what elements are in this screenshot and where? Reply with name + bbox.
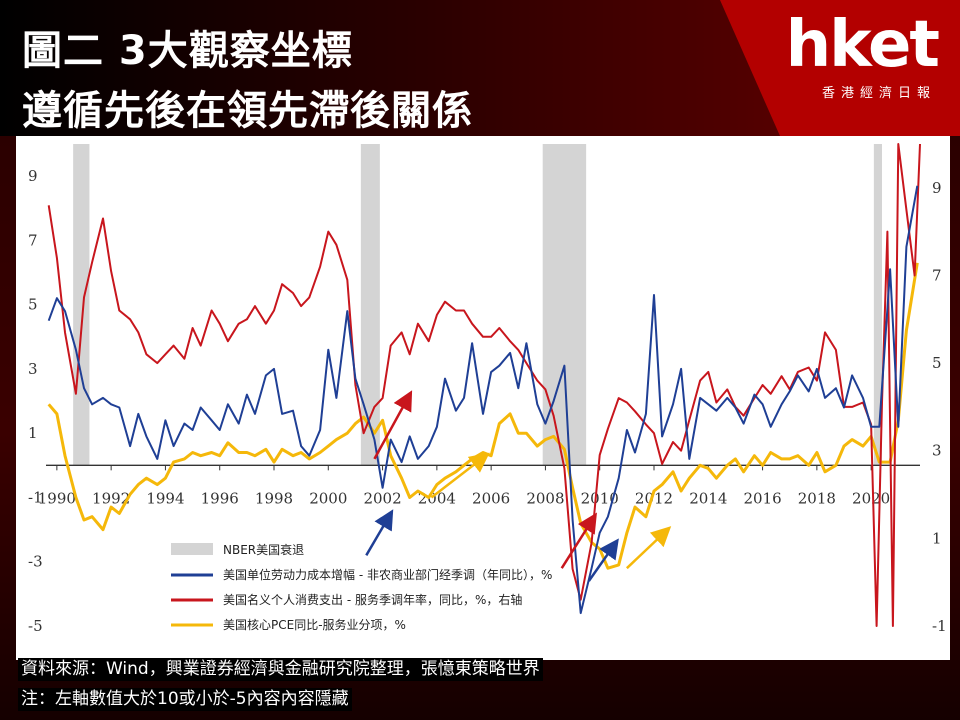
trend-arrow-yellow <box>625 526 672 570</box>
recession-band-3 <box>873 144 882 466</box>
recession-band-2 <box>542 144 587 466</box>
series-line-red <box>47 143 921 627</box>
hket-logo: hket 香港經濟日報 <box>720 0 960 136</box>
left-tick-label: 7 <box>28 231 38 249</box>
trend-arrow-red <box>560 512 597 569</box>
title-line-2: 遵循先後在領先滯後關係 <box>22 88 473 134</box>
x-tick-label: 1990 <box>38 489 76 507</box>
trend-arrow-blue <box>365 509 394 556</box>
right-tick-label: 1 <box>932 529 942 547</box>
left-tick-label: -5 <box>28 617 43 635</box>
x-tick-label: 1996 <box>201 489 239 507</box>
trend-arrow-yellow <box>430 452 490 499</box>
x-tick-label: 2008 <box>526 489 564 507</box>
left-tick-label: 3 <box>28 360 38 378</box>
header-banner: 圖二 3大觀察坐標 遵循先後在領先滯後關係 hket 香港經濟日報 <box>0 0 960 136</box>
x-tick-label: 2006 <box>472 489 510 507</box>
legend-label: 美国核心PCE同比-服务业分项，% <box>223 617 406 632</box>
x-tick-label: 2016 <box>743 489 781 507</box>
legend-label: NBER美国衰退 <box>223 542 304 557</box>
right-tick-label: 3 <box>932 442 942 460</box>
left-tick-label: -3 <box>28 553 43 571</box>
recession-band-1 <box>360 144 380 466</box>
x-tick-label: 2012 <box>635 489 673 507</box>
right-tick-label: 9 <box>932 179 942 197</box>
series-line-blue <box>47 185 919 615</box>
x-tick-label: 2000 <box>309 489 347 507</box>
trend-arrow-blue <box>587 538 619 582</box>
left-tick-label: 1 <box>28 424 38 442</box>
title-line-1: 圖二 3大觀察坐標 <box>22 28 353 74</box>
logo-subtitle: 香港經濟日報 <box>821 86 936 101</box>
x-tick-label: 2020 <box>852 489 890 507</box>
right-tick-label: 5 <box>932 354 942 372</box>
x-tick-label: 2002 <box>363 489 401 507</box>
left-tick-label: 9 <box>28 167 38 185</box>
x-tick-label: 1998 <box>255 489 293 507</box>
legend-label: 美国单位劳动力成本增幅 - 非农商业部门经季调（年同比），% <box>223 567 552 582</box>
footnote: 注：左軸數值大於10或小於-5內容內容隱藏 <box>18 688 352 711</box>
x-tick-label: 2010 <box>581 489 619 507</box>
legend-label: 美国名义个人消费支出 - 服务季调年率，同比，%，右轴 <box>223 592 522 607</box>
recession-band-0 <box>73 144 90 466</box>
x-tick-label: 1994 <box>146 489 184 507</box>
x-tick-label: 2014 <box>689 489 727 507</box>
left-tick-label: 5 <box>28 296 38 314</box>
series-line-yellow <box>47 262 919 570</box>
legend-swatch-recession <box>171 543 213 555</box>
right-tick-label: -1 <box>932 617 947 635</box>
left-tick-label: -1 <box>28 488 43 506</box>
source-note: 資料來源：Wind，興業證券經濟與金融研究院整理，張憶東策略世界 <box>18 658 543 681</box>
x-tick-label: 2018 <box>798 489 836 507</box>
chart-panel: 9 7 5 3 1 -1 -3 -5 9 7 5 3 1 -1 1990 1992 1994 1996 1998 20… <box>16 136 950 660</box>
logo-text: hket <box>785 8 940 82</box>
x-tick-label: 2004 <box>418 489 456 507</box>
x-tick-label: 1992 <box>92 489 130 507</box>
right-tick-label: 7 <box>932 266 942 284</box>
trend-arrow-red <box>373 390 413 460</box>
